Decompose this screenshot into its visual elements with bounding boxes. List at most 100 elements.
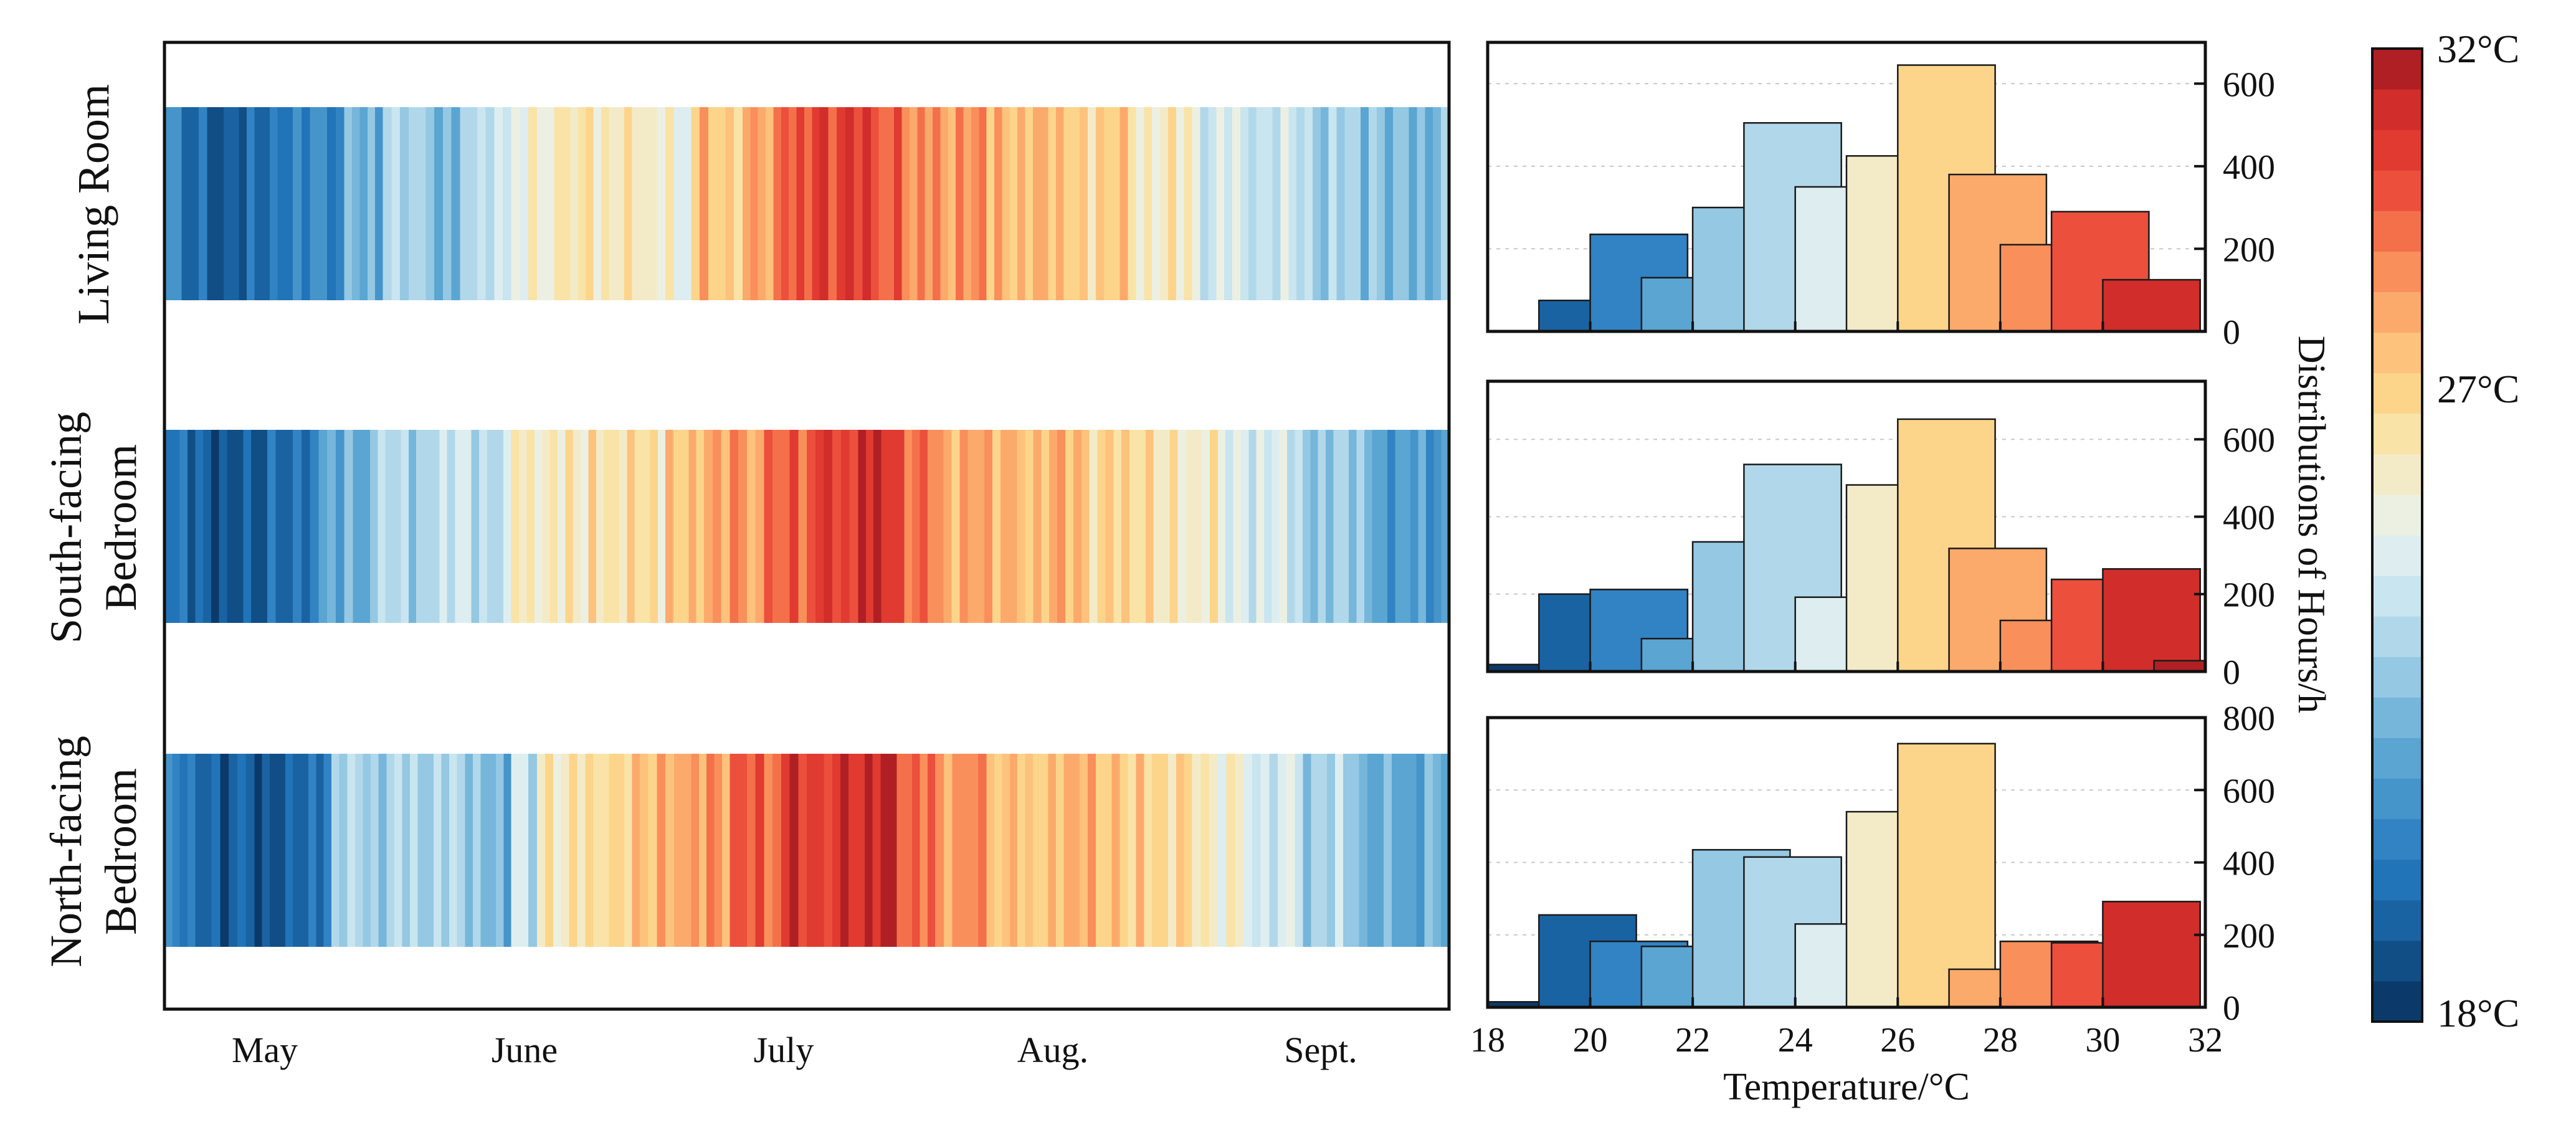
heatmap-stripe [408,107,418,300]
heatmap-stripe [738,430,748,623]
heatmap-stripe [202,754,212,947]
heatmap-stripe [1009,430,1018,623]
heatmap-stripe [901,107,910,300]
heatmap-stripe [472,754,481,947]
heatmap-stripe [627,430,635,623]
heatmap-stripe [227,430,236,623]
colorbar-swatch [2372,373,2422,414]
heatmap-stripe [1209,430,1219,623]
heatmap-stripe [495,430,504,623]
heatmap-stripe [1392,107,1402,300]
heatmap-stripe [581,430,589,623]
heatmap-stripe [766,107,774,300]
heatmap-stripe [1269,754,1278,947]
heatmap-stripe [1025,430,1034,623]
heatmap-stripe [1327,754,1336,947]
heatmap-stripe [1167,754,1177,947]
y-tick-label: 200 [2223,917,2275,956]
heatmap-stripe [1000,430,1009,623]
heatmap-stripe [1041,430,1050,623]
heatmap-stripe [477,107,487,300]
heatmap-stripe [1040,754,1049,947]
heatmap-stripe [164,107,174,300]
heatmap-stripe [195,754,204,947]
heatmap-stripe [1032,107,1041,300]
heatmap-stripe [601,107,610,300]
heatmap-stripe [433,754,442,947]
heatmap-stripe [179,754,188,947]
heatmap-stripe [604,430,612,623]
heatmap-stripe [781,107,789,300]
heatmap-stripe [172,430,181,623]
heatmap-stripe [804,107,812,300]
heatmap-stripe [1194,430,1202,623]
heatmap-stripe [789,107,797,300]
heatmap-stripe [1425,107,1433,300]
heatmap-stripe [979,107,987,300]
heatmap-stripe [714,754,723,947]
heatmap-stripe [642,430,651,623]
heatmap-stripe [439,430,448,623]
heatmap-stripe [904,754,913,947]
heatmap-stripe [544,754,554,947]
heatmap-stripe [416,430,425,623]
heatmap-stripe [347,754,356,947]
heatmap-stripe [1425,430,1434,623]
heatmap-stripe [1119,754,1129,947]
heatmap-stripe [442,107,452,300]
heatmap-stripe [840,430,850,623]
heatmap-stripe [308,754,316,947]
heatmap-stripe [573,430,581,623]
heatmap-stripe [310,107,320,300]
heatmap-stripe [503,754,512,947]
heatmap-stripe [1232,107,1241,300]
heatmap-stripe [557,430,566,623]
heatmap-stripe [812,107,820,300]
heatmap-stripe [1081,430,1090,623]
heatmap-stripe [1217,754,1227,947]
heatmap-stripe [696,430,705,623]
heatmap-stripe [1144,107,1153,300]
heatmap-stripe [1056,107,1064,300]
heatmap-stripe [577,754,586,947]
row-label-2: South-facing Bedroom [41,412,146,643]
heatmap-stripe [385,430,394,623]
heatmap-stripe [262,754,270,947]
heatmap-stripe [441,754,450,947]
x-tick-label: 30 [2085,1021,2120,1060]
heatmap-stripe [188,754,196,947]
heatmap-stripe [1073,430,1082,623]
y-axis-title: Distributions of Hours/h [2290,336,2332,713]
heatmap-stripe [624,754,633,947]
heatmap-stripe [1025,754,1034,947]
heatmap-stripe [254,107,263,300]
heatmap-stripe [1240,430,1249,623]
heatmap-stripe [1136,754,1144,947]
heatmap-stripe [673,107,683,300]
y-tick-label: 800 [2223,700,2275,738]
heatmap-stripe [451,107,460,300]
heatmap-stripe [1341,430,1349,623]
heatmap-stripe [434,107,444,300]
colorbar-swatch [2372,332,2422,374]
heatmap-stripe [1049,430,1058,623]
heatmap-stripe [750,107,759,300]
heatmap-stripe [1200,754,1210,947]
heatmap-stripe [680,430,689,623]
heatmap-stripe [1177,430,1186,623]
heatmap-stripe [815,430,825,623]
heatmap-stripe [487,430,496,623]
heatmap-stripe [609,754,617,947]
heatmap-stripe [536,754,546,947]
heatmap-stripe [920,430,928,623]
heatmap-stripe [211,430,220,623]
heatmap-stripe [335,107,345,300]
heatmap-stripe [698,754,707,947]
heatmap-stripe [1025,107,1034,300]
heatmap-row-1 [164,107,1450,300]
heatmap-stripe [853,107,863,300]
heatmap-stripe [657,430,666,623]
x-tick-label: 18 [1470,1021,1505,1060]
x-tick-label: 28 [1983,1021,2018,1060]
heatmap-stripe [772,754,782,947]
